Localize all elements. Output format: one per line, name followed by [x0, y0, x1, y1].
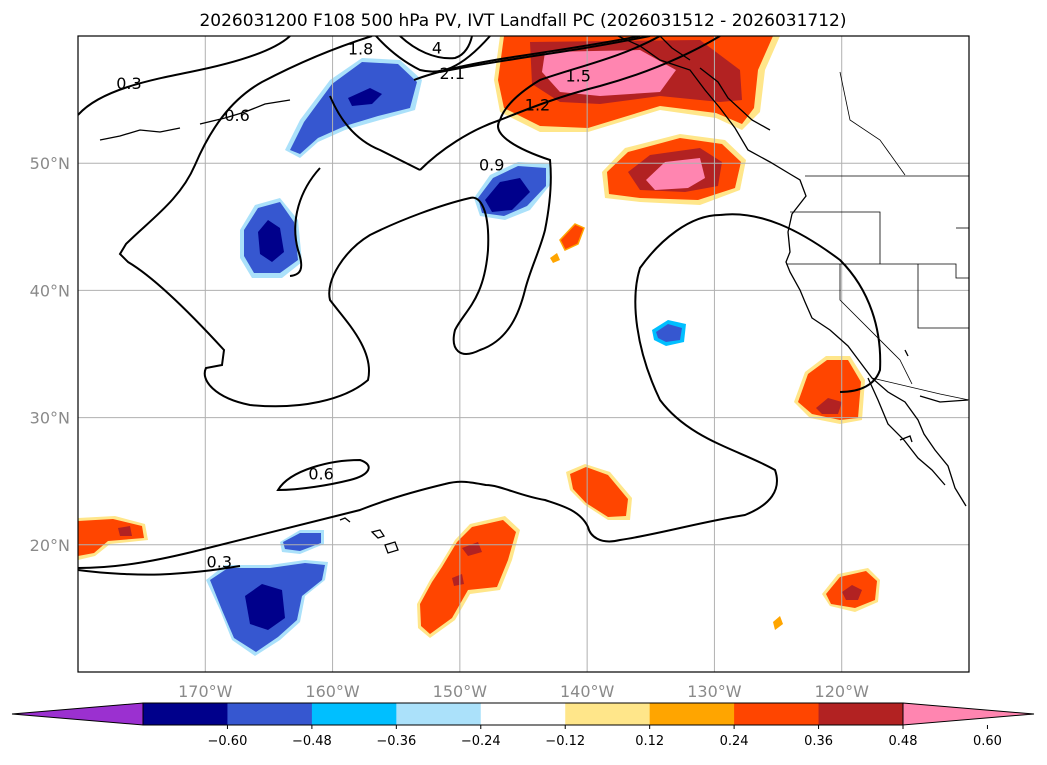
- colorbar-extend-low: [11, 702, 144, 726]
- longitude-tick-labels: 170°W 160°W 150°W 140°W 130°W 120°W: [178, 682, 869, 701]
- colorbar-segment: [396, 703, 482, 725]
- lon-tick-label: 130°W: [687, 682, 742, 701]
- map-panel: 0.3 0.6 0.9 1.2 1.5 1.8 2.1 4 0.6 0.3: [77, 35, 970, 673]
- colorbar-tick-label: 0.36: [804, 734, 833, 749]
- contour-1.8: [375, 36, 491, 73]
- lon-tick-label: 140°W: [560, 682, 615, 701]
- contour-0.6-outer: [118, 36, 661, 408]
- contour-label: 0.6: [224, 106, 249, 125]
- state-borders: [786, 71, 969, 401]
- colorbar-tick-label: −0.60: [208, 734, 248, 749]
- negative-region-east-central: [652, 320, 686, 346]
- lat-tick-label: 50°N: [30, 154, 70, 173]
- contour-0.9-b: [419, 36, 721, 171]
- colorbar-tick-labels: −0.60 −0.48 −0.36 −0.24 −0.12 0.12 0.24 0.36 0.4…: [208, 725, 1002, 749]
- colorbar-segment: [734, 703, 820, 725]
- lon-tick-label: 150°W: [433, 682, 488, 701]
- contour-label: 1.2: [525, 96, 550, 115]
- colorbar-segment: [227, 703, 313, 725]
- negative-region-west: [240, 198, 302, 278]
- pv-contours: [78, 36, 882, 576]
- colorbar-extend-high: [902, 702, 1035, 726]
- lon-tick-label: 120°W: [815, 682, 870, 701]
- colorbar-tick-label: −0.24: [461, 734, 501, 749]
- contour-label: 0.3: [116, 74, 141, 93]
- contour-label: 2.1: [439, 64, 464, 83]
- lat-tick-label: 30°N: [30, 409, 70, 428]
- colorbar-segment: [649, 703, 735, 725]
- positive-region-small-features: [550, 223, 783, 630]
- colorbar-frame: [142, 702, 904, 726]
- contour-labels: 0.3 0.6 0.9 1.2 1.5 1.8 2.1 4 0.6 0.3: [116, 38, 591, 571]
- contour-label: 1.8: [348, 40, 373, 59]
- colorbar-segment: [480, 703, 566, 725]
- contour-label: 4: [432, 38, 442, 57]
- contour-0.3-north: [78, 36, 291, 116]
- lat-tick-label: 40°N: [30, 281, 70, 300]
- lon-tick-label: 160°W: [305, 682, 360, 701]
- contour-label: 0.3: [207, 552, 232, 571]
- negative-region-aleutian: [285, 58, 422, 158]
- positive-region-offshore-bc: [602, 134, 746, 205]
- contour-label: 0.6: [308, 465, 333, 484]
- pv-shading: [78, 36, 880, 656]
- colorbar-tick-label: 0.12: [635, 734, 664, 749]
- latitude-tick-labels: 50°N 40°N 30°N 20°N: [30, 154, 70, 555]
- contour-2.1: [399, 36, 473, 60]
- colorbar: [11, 702, 1035, 726]
- colorbar-segment: [818, 703, 904, 725]
- islands: [99, 99, 913, 554]
- colorbar-tick-label: −0.48: [292, 734, 332, 749]
- positive-region-south: [822, 568, 880, 612]
- lat-tick-label: 20°N: [30, 536, 70, 555]
- contour-label: 0.9: [479, 155, 504, 174]
- contour-0.3-south: [78, 565, 241, 576]
- contour-0.6-interior: [289, 167, 321, 277]
- gridlines: [78, 36, 969, 672]
- colorbar-segment: [143, 703, 228, 725]
- colorbar-tick-label: −0.36: [376, 734, 416, 749]
- contour-1.5: [439, 36, 651, 73]
- contour-0.9: [329, 95, 421, 171]
- contour-0.6-ring: [276, 458, 370, 492]
- negative-region-north-central: [474, 162, 550, 220]
- map-frame: [77, 35, 970, 673]
- positive-region-central-pacific: [566, 464, 632, 520]
- lon-tick-label: 170°W: [178, 682, 233, 701]
- contour-0.6-east: [78, 214, 778, 569]
- colorbar-segment: [565, 703, 651, 725]
- positive-region-gulf-of-alaska: [494, 36, 780, 132]
- coastlines: [617, 36, 969, 507]
- contour-label: 1.5: [566, 66, 591, 85]
- colorbar-tick-label: −0.12: [545, 734, 585, 749]
- colorbar-tick-label: 0.24: [720, 734, 749, 749]
- colorbar-tick-label: 0.60: [973, 734, 1002, 749]
- figure-title: 2026031200 F108 500 hPa PV, IVT Landfall…: [199, 11, 846, 31]
- colorbar-segment: [311, 703, 397, 725]
- colorbar-tick-label: 0.48: [889, 734, 918, 749]
- contour-0.6-east-upper: [719, 213, 882, 393]
- negative-region-southwest: [206, 530, 328, 656]
- positive-region-southwest: [78, 516, 520, 638]
- positive-region-baja: [794, 356, 865, 424]
